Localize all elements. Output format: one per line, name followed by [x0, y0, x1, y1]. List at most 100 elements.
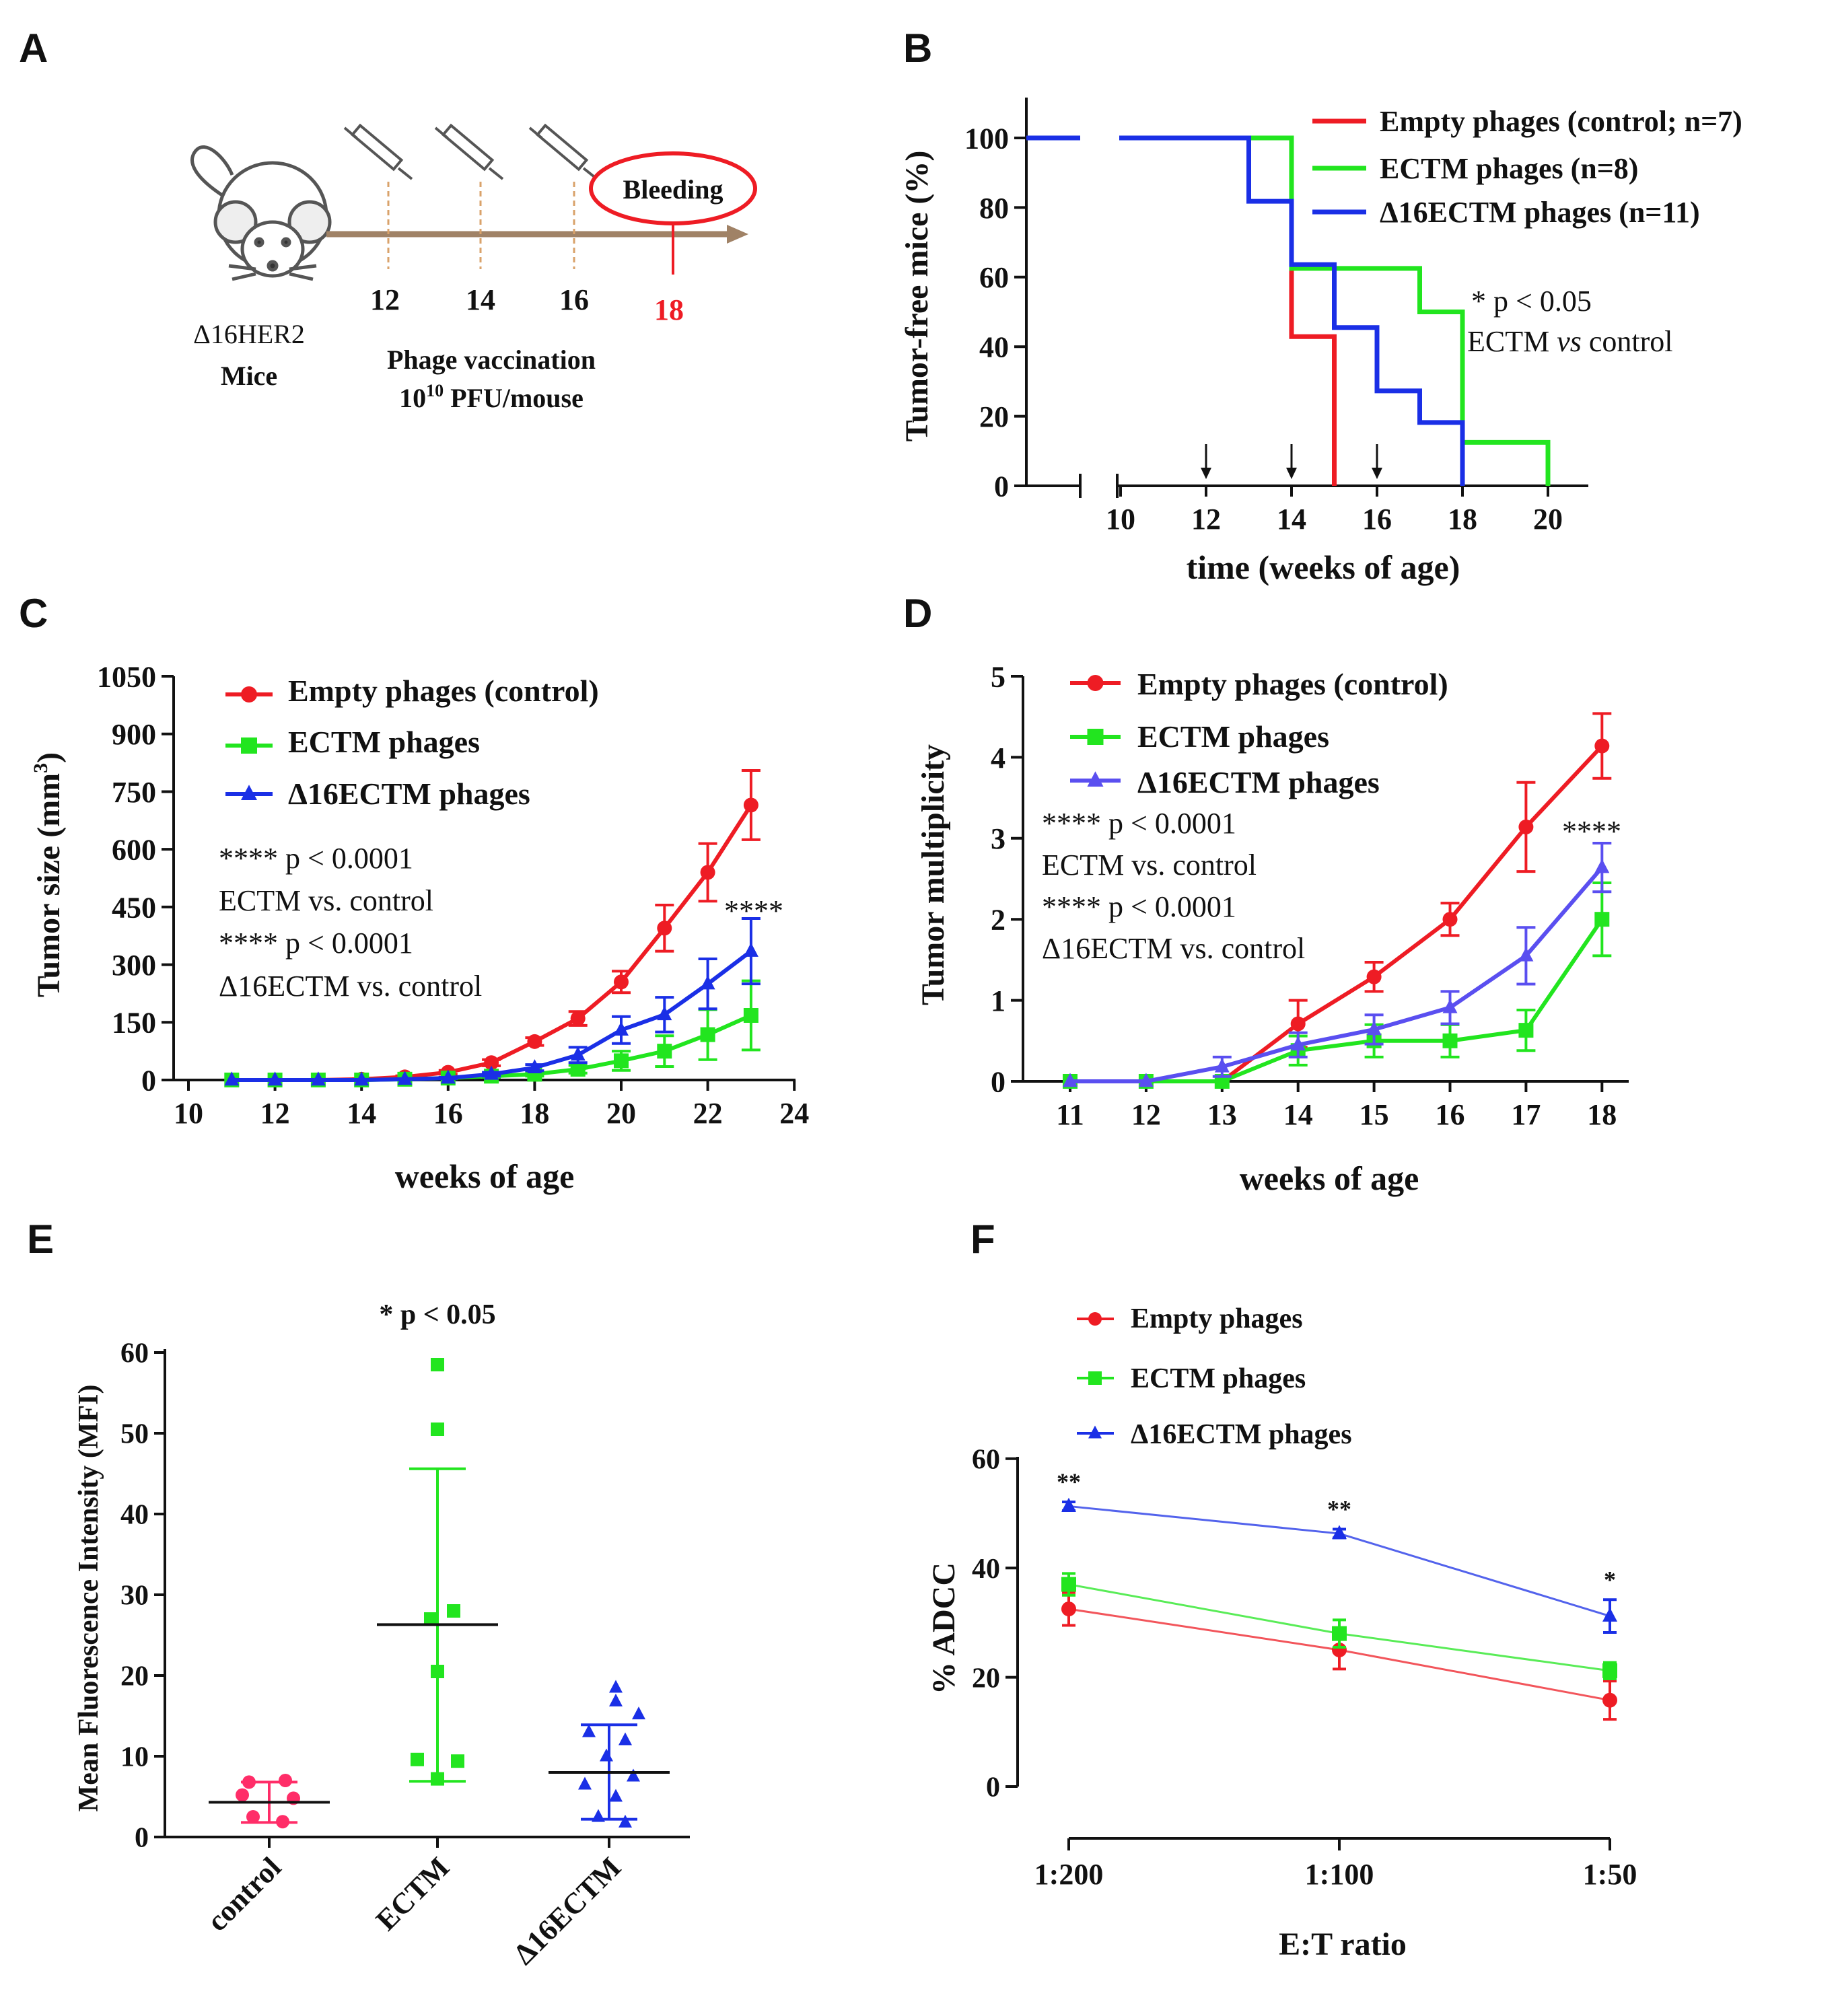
- x-tick-label: 14: [1277, 503, 1306, 536]
- x-tick-label: 20: [606, 1097, 636, 1130]
- y-tick-label: 750: [112, 776, 156, 809]
- significance-marker: *: [1604, 1566, 1616, 1593]
- week-label: 14: [466, 283, 495, 316]
- data-point: [1602, 1692, 1617, 1708]
- x-tick-label: ECTM: [369, 1850, 456, 1937]
- data-point: [614, 1053, 629, 1069]
- data-point: [1594, 738, 1610, 754]
- data-point: [1602, 1663, 1617, 1678]
- data-point: [1594, 859, 1610, 873]
- dose-unit: PFU/mouse: [444, 383, 584, 413]
- x-tick-label: 1:50: [1583, 1858, 1637, 1891]
- panel-label-e: E: [27, 1217, 54, 1262]
- dose-exponent: 10: [426, 381, 444, 400]
- data-point: [1594, 912, 1610, 927]
- panel-d-x-axis-label: weeks of age: [1240, 1159, 1419, 1197]
- mouse-label-line2: Mice: [221, 361, 277, 391]
- y-label-superscript: 3: [30, 763, 52, 773]
- legend-label-empty: Empty phages (control): [288, 674, 599, 708]
- series-line: [1026, 135, 1465, 486]
- y-tick-label: 40: [120, 1500, 149, 1531]
- panel-b-chart: 0 20 40 60 80 100 10 12 14 16 18 20 Tumor-free mice…: [899, 98, 1742, 586]
- data-point: [279, 1774, 292, 1787]
- x-tick-label: 18: [520, 1097, 549, 1130]
- y-tick-label: 600: [112, 834, 156, 867]
- x-tick-label: 17: [1511, 1098, 1541, 1131]
- week-label: 12: [370, 283, 400, 316]
- data-point: [1518, 947, 1534, 962]
- panel-label-b: B: [903, 26, 932, 71]
- y-tick-label: 450: [112, 891, 156, 924]
- legend-marker: [1087, 771, 1104, 787]
- data-point: [431, 1665, 444, 1678]
- data-point: [1061, 1601, 1076, 1617]
- legend-marker: [1088, 1425, 1102, 1439]
- panel-label-d: D: [903, 591, 932, 636]
- panel-b-marks: 0 20 40 60 80 100 10 12 14 16 18 20: [964, 98, 1588, 536]
- data-point: [267, 1071, 283, 1086]
- stat-line: ECTM vs. control: [1042, 849, 1257, 881]
- panel-e-chart: 0 10 20 30 40 50 60 control ECTM Δ16ECTM Mean Flu…: [73, 1299, 690, 1971]
- data-point: [397, 1071, 413, 1085]
- bleeding-label: Bleeding: [623, 174, 723, 205]
- data-point: [578, 1776, 592, 1790]
- legend-marker: [1087, 675, 1104, 691]
- y-label-text: Tumor size (mm: [31, 773, 67, 997]
- x-tick-label: 18: [1587, 1098, 1617, 1131]
- panel-f-x-axis-label: E:T ratio: [1279, 1927, 1407, 1962]
- y-tick-label: 60: [972, 1445, 1000, 1476]
- y-tick-label: 0: [141, 1064, 156, 1097]
- comparison-group: ECTM: [1467, 325, 1557, 358]
- data-point: [246, 1810, 260, 1824]
- y-tick-label: 50: [120, 1419, 149, 1450]
- data-point: [1366, 1021, 1382, 1036]
- vaccination-label: Phage vaccination: [387, 345, 596, 375]
- y-tick-label: 0: [994, 470, 1009, 503]
- data-point: [700, 1027, 715, 1042]
- legend-marker: [241, 686, 257, 703]
- x-tick-label: 24: [779, 1097, 809, 1130]
- data-point: [743, 797, 758, 813]
- bleeding-oval: [589, 151, 757, 225]
- data-point: [354, 1071, 369, 1086]
- x-tick-label: 12: [260, 1097, 290, 1130]
- mouse-icon: [190, 145, 332, 281]
- data-point: [619, 1814, 632, 1828]
- data-point: [527, 1034, 542, 1049]
- legend-marker: [1088, 1371, 1102, 1385]
- data-point: [600, 1748, 613, 1762]
- data-point: [743, 1008, 758, 1023]
- data-point: [431, 1358, 444, 1371]
- y-label-close: ): [31, 752, 67, 763]
- data-point: [1602, 1608, 1617, 1622]
- y-tick-label: 40: [979, 331, 1009, 364]
- panel-b-comparison: ECTM vs control: [1467, 325, 1673, 358]
- data-point: [1518, 819, 1534, 834]
- x-tick-label: 12: [1131, 1098, 1161, 1131]
- y-tick-label: 900: [112, 718, 156, 751]
- series-line: [1070, 866, 1604, 1083]
- y-tick-label: 150: [112, 1007, 156, 1040]
- syringe-icon: [528, 123, 598, 180]
- data-point: [1366, 969, 1382, 984]
- data-point: [609, 1693, 623, 1706]
- data-point: [614, 974, 629, 990]
- legend-label-ectm: ECTM phages: [288, 725, 480, 759]
- data-point: [224, 1071, 240, 1086]
- data-point: [619, 1732, 632, 1745]
- data-point: [424, 1612, 437, 1626]
- data-point: [570, 1046, 586, 1061]
- data-point: [632, 1706, 645, 1720]
- y-tick-label: 30: [120, 1581, 149, 1612]
- data-point: [609, 1789, 623, 1802]
- data-point: [700, 975, 715, 990]
- stat-line: **** p < 0.0001: [1042, 890, 1236, 923]
- data-point: [451, 1754, 464, 1768]
- data-point: [431, 1423, 444, 1436]
- series-line: [1070, 918, 1604, 1083]
- y-tick-label: 10: [120, 1742, 149, 1773]
- legend-marker: [241, 737, 257, 754]
- mouse-label-line1: Δ16HER2: [193, 319, 305, 349]
